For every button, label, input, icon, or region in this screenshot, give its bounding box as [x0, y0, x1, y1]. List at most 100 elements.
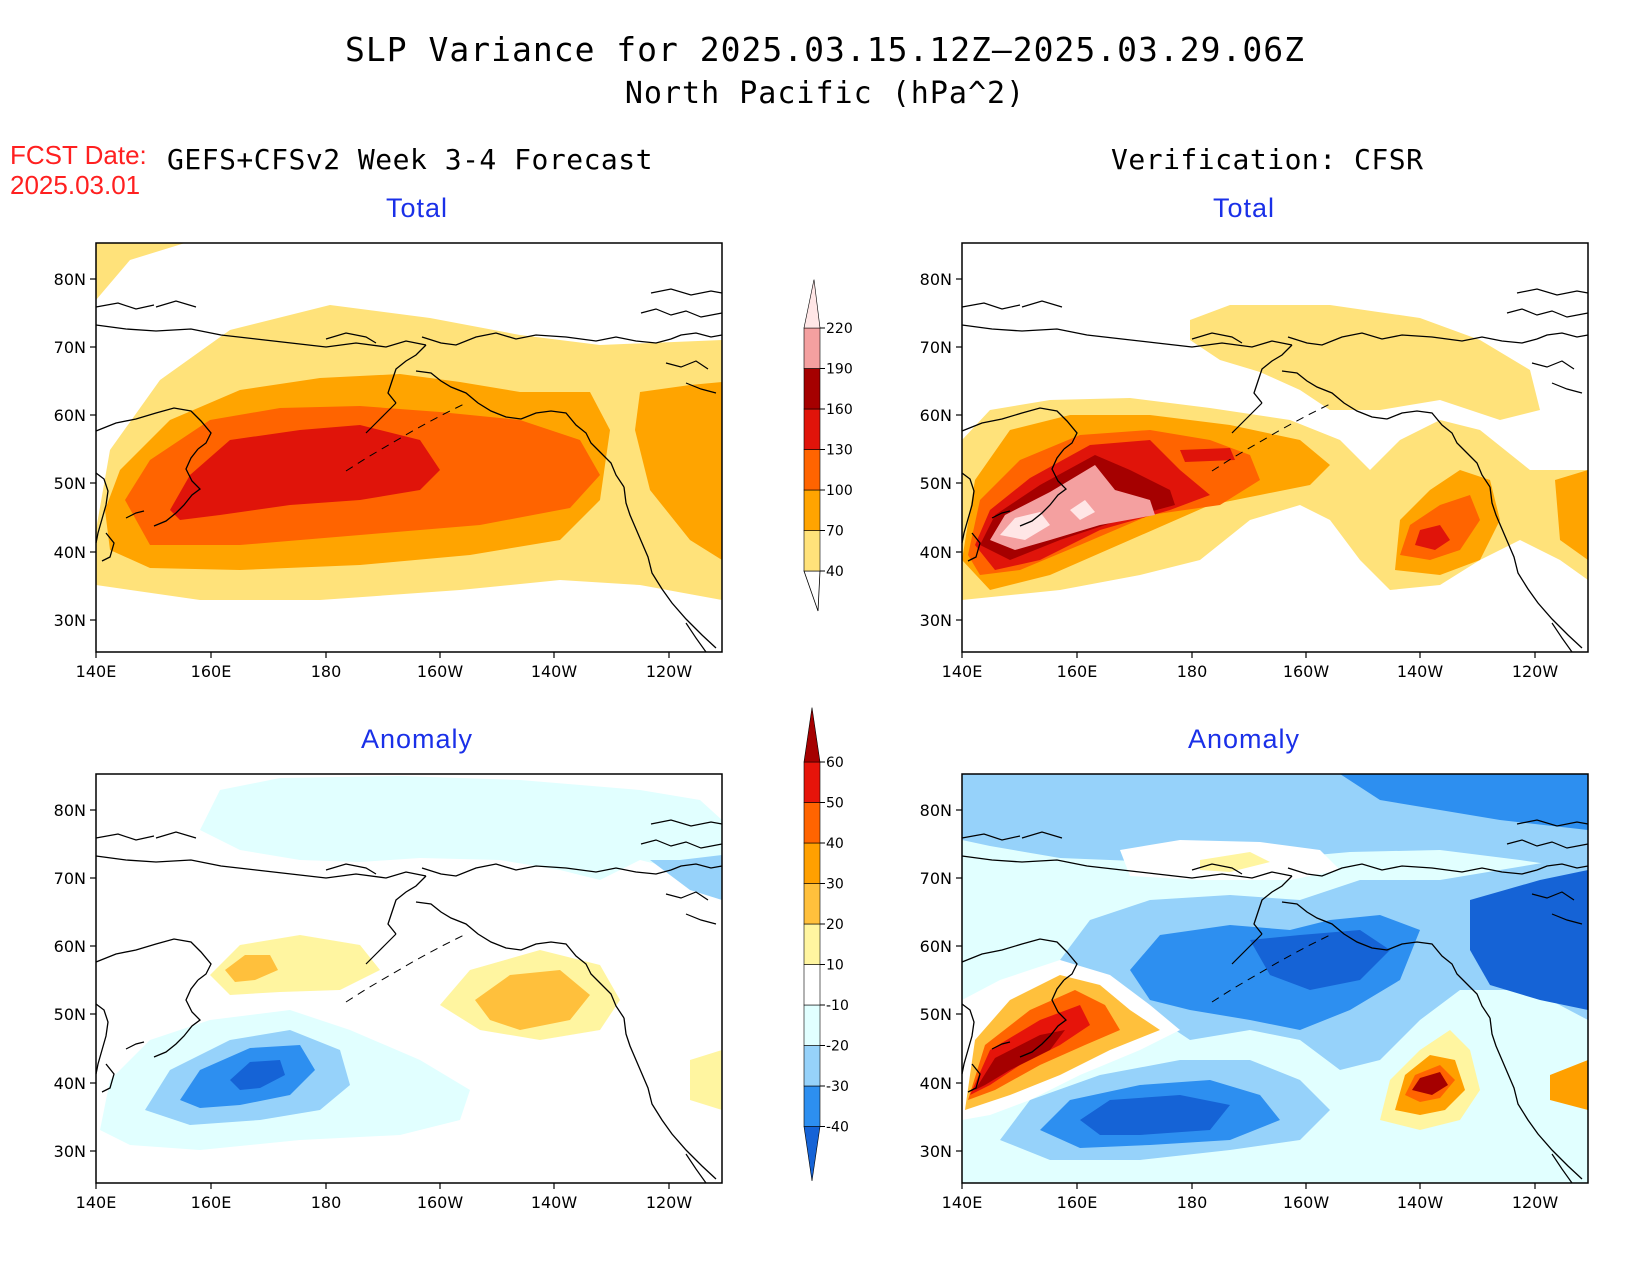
- colorbar-swatch: [803, 327, 821, 369]
- x-tick-label: 140W: [531, 1193, 578, 1212]
- colorbar-swatch: [803, 489, 821, 531]
- y-tick-label: 50N: [920, 474, 952, 493]
- fcst-date-value: 2025.03.01: [10, 170, 141, 200]
- colorbar-swatch: [803, 368, 821, 410]
- y-tick-label: 80N: [54, 801, 86, 820]
- fcst-date-caption: FCST Date:: [10, 140, 147, 170]
- colorbar-swatch: [803, 802, 821, 844]
- colorbar-level-label: 10: [826, 958, 844, 974]
- forecast-total-map: [95, 242, 723, 653]
- colorbar-swatch: [803, 883, 821, 925]
- colorbar-swatch: [803, 1045, 821, 1087]
- forecast-total-label: Total: [385, 193, 449, 223]
- forecast-anomaly-map: [95, 773, 723, 1184]
- x-tick-label: 180: [1177, 662, 1208, 681]
- colorbar-level-label: -30: [826, 1079, 849, 1095]
- x-tick-label: 140W: [1397, 1193, 1444, 1212]
- colorbar-swatch: [803, 923, 821, 965]
- colorbar-level-label: 70: [826, 524, 844, 540]
- forecast-anomaly-label: Anomaly: [360, 724, 474, 754]
- colorbar-level-label: 160: [826, 402, 853, 418]
- colorbar-level-label: 220: [826, 321, 853, 337]
- x-tick-label: 160W: [1283, 662, 1330, 681]
- y-tick-label: 50N: [920, 1005, 952, 1024]
- colorbar-level-label: -20: [826, 1039, 849, 1055]
- colorbar-swatch: [803, 408, 821, 450]
- y-tick-label: 80N: [920, 270, 952, 289]
- colorbar-level-label: -40: [826, 1120, 849, 1136]
- map-axes: 140E 160E 180 160W 140W 120W 80N 70N 60N 50N 40N 30…: [920, 801, 1559, 1212]
- y-tick-label: 60N: [54, 406, 86, 425]
- colorbar-swatch: [803, 1085, 821, 1127]
- colorbar-swatch: [803, 964, 821, 1006]
- colorbar-swatch: [803, 530, 821, 572]
- y-tick-label: 30N: [920, 611, 952, 630]
- colorbar-level-label: 50: [826, 796, 844, 812]
- x-tick-label: 160W: [1283, 1193, 1330, 1212]
- verify-anomaly-label: Anomaly: [1187, 724, 1301, 754]
- verification-header: Verification: CFSR: [1111, 143, 1424, 176]
- x-tick-label: 160W: [417, 1193, 464, 1212]
- colorbar-swatch: [803, 449, 821, 491]
- x-tick-label: 140E: [76, 662, 117, 681]
- colorbar-swatch: [803, 570, 821, 612]
- colorbar-level-label: 60: [826, 755, 844, 771]
- y-tick-label: 80N: [54, 270, 86, 289]
- y-tick-label: 50N: [54, 1005, 86, 1024]
- y-tick-label: 30N: [54, 611, 86, 630]
- y-tick-label: 70N: [920, 338, 952, 357]
- verify-total-label: Total: [1212, 193, 1276, 223]
- y-tick-label: 40N: [920, 543, 952, 562]
- main-title: SLP Variance for 2025.03.15.12Z—2025.03.…: [345, 30, 1305, 69]
- x-tick-label: 160E: [1057, 662, 1098, 681]
- x-tick-label: 180: [1177, 1193, 1208, 1212]
- colorbar-level-label: 130: [826, 443, 853, 459]
- y-tick-label: 60N: [920, 937, 952, 956]
- map-axes: 140E 160E 180 160W 140W 120W 80N 70N 60N 50N 40N 30…: [920, 270, 1559, 681]
- colorbar-swatch: [803, 1126, 821, 1182]
- colorbar-swatch: [803, 1004, 821, 1046]
- forecast-header: GEFS+CFSv2 Week 3-4 Forecast: [167, 143, 654, 176]
- x-tick-label: 120W: [646, 1193, 693, 1212]
- colorbar-level-label: 20: [826, 917, 844, 933]
- y-tick-label: 70N: [54, 338, 86, 357]
- y-tick-label: 50N: [54, 474, 86, 493]
- y-tick-label: 30N: [54, 1142, 86, 1161]
- colorbar-swatch: [803, 279, 821, 329]
- y-tick-label: 80N: [920, 801, 952, 820]
- x-tick-label: 160E: [1057, 1193, 1098, 1212]
- colorbar-swatch: [803, 761, 821, 803]
- verify-total-map: [961, 242, 1589, 653]
- colorbar-level-label: 100: [826, 483, 853, 499]
- x-tick-label: 140W: [1397, 662, 1444, 681]
- total-colorbar: 40 70 100 130 160 190 220: [803, 279, 853, 612]
- x-tick-label: 180: [311, 1193, 342, 1212]
- y-tick-label: 40N: [54, 543, 86, 562]
- x-tick-label: 160E: [191, 662, 232, 681]
- x-tick-label: 180: [311, 662, 342, 681]
- y-tick-label: 40N: [920, 1074, 952, 1093]
- x-tick-label: 160E: [191, 1193, 232, 1212]
- y-tick-label: 30N: [920, 1142, 952, 1161]
- colorbar-swatch: [803, 842, 821, 884]
- anomaly-colorbar: -40 -30 -20 -10 10 20 30 40 50 60: [803, 707, 849, 1182]
- colorbar-level-label: 40: [826, 564, 844, 580]
- x-tick-label: 140W: [531, 662, 578, 681]
- verify-anomaly-map: [961, 773, 1589, 1184]
- map-axes: 140E 160E 180 160W 140W 120W 80N 70N 60N 50N 40N 30…: [54, 270, 693, 681]
- x-tick-label: 160W: [417, 662, 464, 681]
- fcst-date-label: FCST Date: 2025.03.01: [10, 140, 147, 200]
- map-axes: 140E 160E 180 160W 140W 120W 80N 70N 60N 50N 40N 30…: [54, 801, 693, 1212]
- main-subtitle: North Pacific (hPa^2): [624, 76, 1026, 111]
- colorbar-level-label: 40: [826, 836, 844, 852]
- x-tick-label: 140E: [76, 1193, 117, 1212]
- x-tick-label: 120W: [1512, 662, 1559, 681]
- y-tick-label: 40N: [54, 1074, 86, 1093]
- y-tick-label: 60N: [54, 937, 86, 956]
- x-tick-label: 140E: [942, 1193, 983, 1212]
- y-tick-label: 60N: [920, 406, 952, 425]
- colorbar-swatch: [803, 707, 821, 763]
- x-tick-label: 140E: [942, 662, 983, 681]
- y-tick-label: 70N: [54, 869, 86, 888]
